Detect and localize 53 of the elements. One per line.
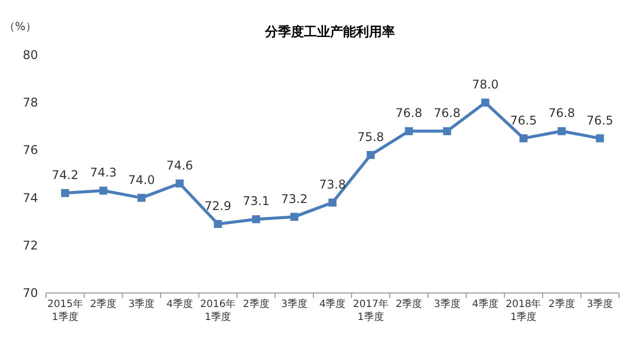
- point: [404, 127, 413, 136]
- data-label: 74.3: [90, 166, 117, 180]
- x-tick-label: 3季度: [434, 298, 460, 310]
- y-axis-title: （%）: [4, 20, 36, 33]
- x-tick-label: 2季度: [396, 298, 422, 310]
- data-label: 74.0: [128, 172, 155, 187]
- data-label: 74.2: [52, 168, 78, 182]
- x-tick-label: 4季度: [319, 298, 346, 310]
- x-tick-label: 2季度: [90, 298, 116, 310]
- y-tick-label: 78: [22, 96, 38, 110]
- data-label: 72.9: [204, 198, 232, 213]
- point: [443, 127, 452, 136]
- data-label: 75.8: [357, 130, 384, 144]
- data-label: 74.6: [166, 158, 194, 173]
- x-tick-label: 3季度: [586, 298, 614, 310]
- point: [596, 134, 604, 142]
- x-tick-label: 4季度: [472, 298, 498, 310]
- data-label: 76.8: [396, 106, 422, 120]
- y-tick-label: 76: [22, 143, 38, 158]
- point: [214, 220, 222, 228]
- point: [328, 198, 336, 207]
- point: [520, 134, 528, 142]
- y-tick-label: 70: [22, 286, 38, 300]
- point: [252, 215, 260, 224]
- point: [558, 127, 566, 136]
- data-label: 76.5: [510, 113, 537, 128]
- data-label: 73.8: [319, 178, 346, 192]
- x-tick-label: 2季度: [548, 298, 575, 310]
- data-label: 76.8: [548, 106, 576, 120]
- data-label: 73.1: [242, 194, 270, 208]
- x-tick-label: 2016年 1季度: [200, 298, 236, 323]
- x-tick-label: 2017年 1季度: [352, 298, 388, 323]
- y-tick-label: 80: [22, 48, 38, 62]
- point: [61, 189, 70, 198]
- data-label: 73.2: [280, 192, 308, 206]
- data-label: 78.0: [472, 78, 499, 92]
- y-tick-label: 74: [22, 190, 38, 205]
- x-tick-label: 2015年 1季度: [47, 298, 83, 323]
- point: [290, 212, 298, 221]
- x-tick-label: 3季度: [281, 298, 308, 310]
- point: [481, 98, 490, 107]
- y-tick-label: 72: [22, 238, 38, 252]
- point: [138, 194, 146, 202]
- x-tick-label: 3季度: [128, 298, 155, 310]
- data-label: 76.8: [434, 106, 460, 120]
- data-label: 76.5: [586, 113, 614, 128]
- chart-title: 分季度工业产能利用率: [264, 24, 395, 40]
- point: [366, 150, 375, 159]
- x-tick-label: 2季度: [242, 298, 270, 310]
- x-tick-label: 4季度: [166, 298, 193, 310]
- point: [99, 186, 108, 195]
- point: [176, 180, 184, 188]
- x-tick-label: 2018年 1季度: [506, 298, 542, 323]
